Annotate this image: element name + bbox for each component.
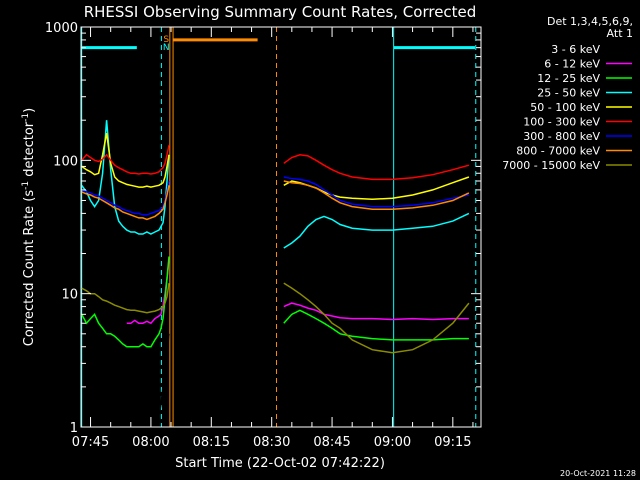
- y-tick-label: 100: [53, 154, 78, 169]
- legend-label-6-12-kev: 6 - 12 keV: [544, 58, 600, 71]
- flag-letter-n: N: [163, 43, 170, 53]
- timestamp: 20-Oct-2021 11:28: [560, 469, 636, 478]
- x-tick-label: 07:45: [72, 435, 109, 450]
- series-line-7000-15000-kev-seg1: [81, 282, 170, 314]
- y-tick-label: 1000: [45, 21, 78, 36]
- series-line-25-50-kev-seg2: [283, 212, 470, 249]
- series-line-7000-15000-kev-seg2: [283, 282, 470, 354]
- y-tick-label: 1: [70, 421, 78, 436]
- legend-label-12-25-kev: 12 - 25 keV: [537, 72, 600, 85]
- legend-header-line: Att 1: [607, 27, 633, 40]
- y-label-part3: ): [22, 108, 37, 113]
- x-axis-label: Start Time (22-Oct-02 07:42:22): [175, 456, 385, 471]
- series-line-800-7000-kev-seg2: [283, 180, 470, 210]
- series-line-100-300-kev-seg2: [283, 154, 470, 181]
- series-line-100-300-kev-seg1: [81, 144, 170, 175]
- y-label-part2: detector: [22, 121, 37, 181]
- series-line-50-100-kev-seg1: [81, 132, 170, 188]
- flag-letter-s: S: [163, 35, 169, 45]
- x-tick-label: 08:00: [132, 435, 169, 450]
- legend-label-800-7000-kev: 800 - 7000 keV: [516, 145, 600, 158]
- legend-header-line: Det 1,3,4,5,6,9,: [547, 15, 633, 28]
- series-line-12-25-kev-seg2: [283, 309, 469, 341]
- series-line-3-6-kev-seg2: [283, 353, 337, 428]
- series-line-800-7000-kev-seg1: [81, 185, 170, 221]
- y-tick-label: 10: [61, 288, 78, 303]
- y-axis-label: Corrected Count Rate (s-1 detector-1): [21, 108, 37, 346]
- series-line-25-50-kev-seg1: [81, 120, 170, 235]
- axes-layer: [80, 26, 482, 428]
- annotations-layer: SN: [81, 27, 477, 427]
- legend-label-100-300-kev: 100 - 300 keV: [523, 116, 600, 129]
- x-tick-label: 09:00: [374, 435, 411, 450]
- chart-title: RHESSI Observing Summary Count Rates, Co…: [84, 3, 477, 21]
- legend-label-7000-15000-kev: 7000 - 15000 keV: [502, 159, 600, 172]
- legend-label-25-50-kev: 25 - 50 keV: [537, 87, 600, 100]
- x-tick-label: 08:15: [193, 435, 230, 450]
- series-line-300-800-kev-seg1: [81, 180, 170, 216]
- y-label-sup2: -1: [21, 113, 31, 122]
- x-tick-label: 08:30: [253, 435, 290, 450]
- ticks-layer: 1 10 100 1000 07:45 08:00 08:15 08:30 08:45 09:00…: [45, 21, 481, 450]
- y-label-part1: Corrected Count Rate (s: [22, 190, 37, 347]
- legend-label-300-800-kev: 300 - 800 keV: [523, 130, 600, 143]
- legend-label-50-100-kev: 50 - 100 keV: [530, 101, 600, 114]
- series-line-300-800-kev-seg2: [283, 176, 470, 208]
- plot-frame: [80, 26, 482, 428]
- y-label-sup1: -1: [21, 181, 31, 190]
- series-line-12-25-kev-seg1: [81, 256, 170, 348]
- x-tick-label: 09:15: [434, 435, 471, 450]
- series-line-6-12-kev-seg2: [283, 302, 469, 321]
- legend: Det 1,3,4,5,6,9,Att 1 3 - 6 keV 6 - 12 keV…: [502, 15, 633, 172]
- x-tick-label: 08:45: [313, 435, 350, 450]
- legend-label-3-6-kev: 3 - 6 keV: [551, 43, 600, 56]
